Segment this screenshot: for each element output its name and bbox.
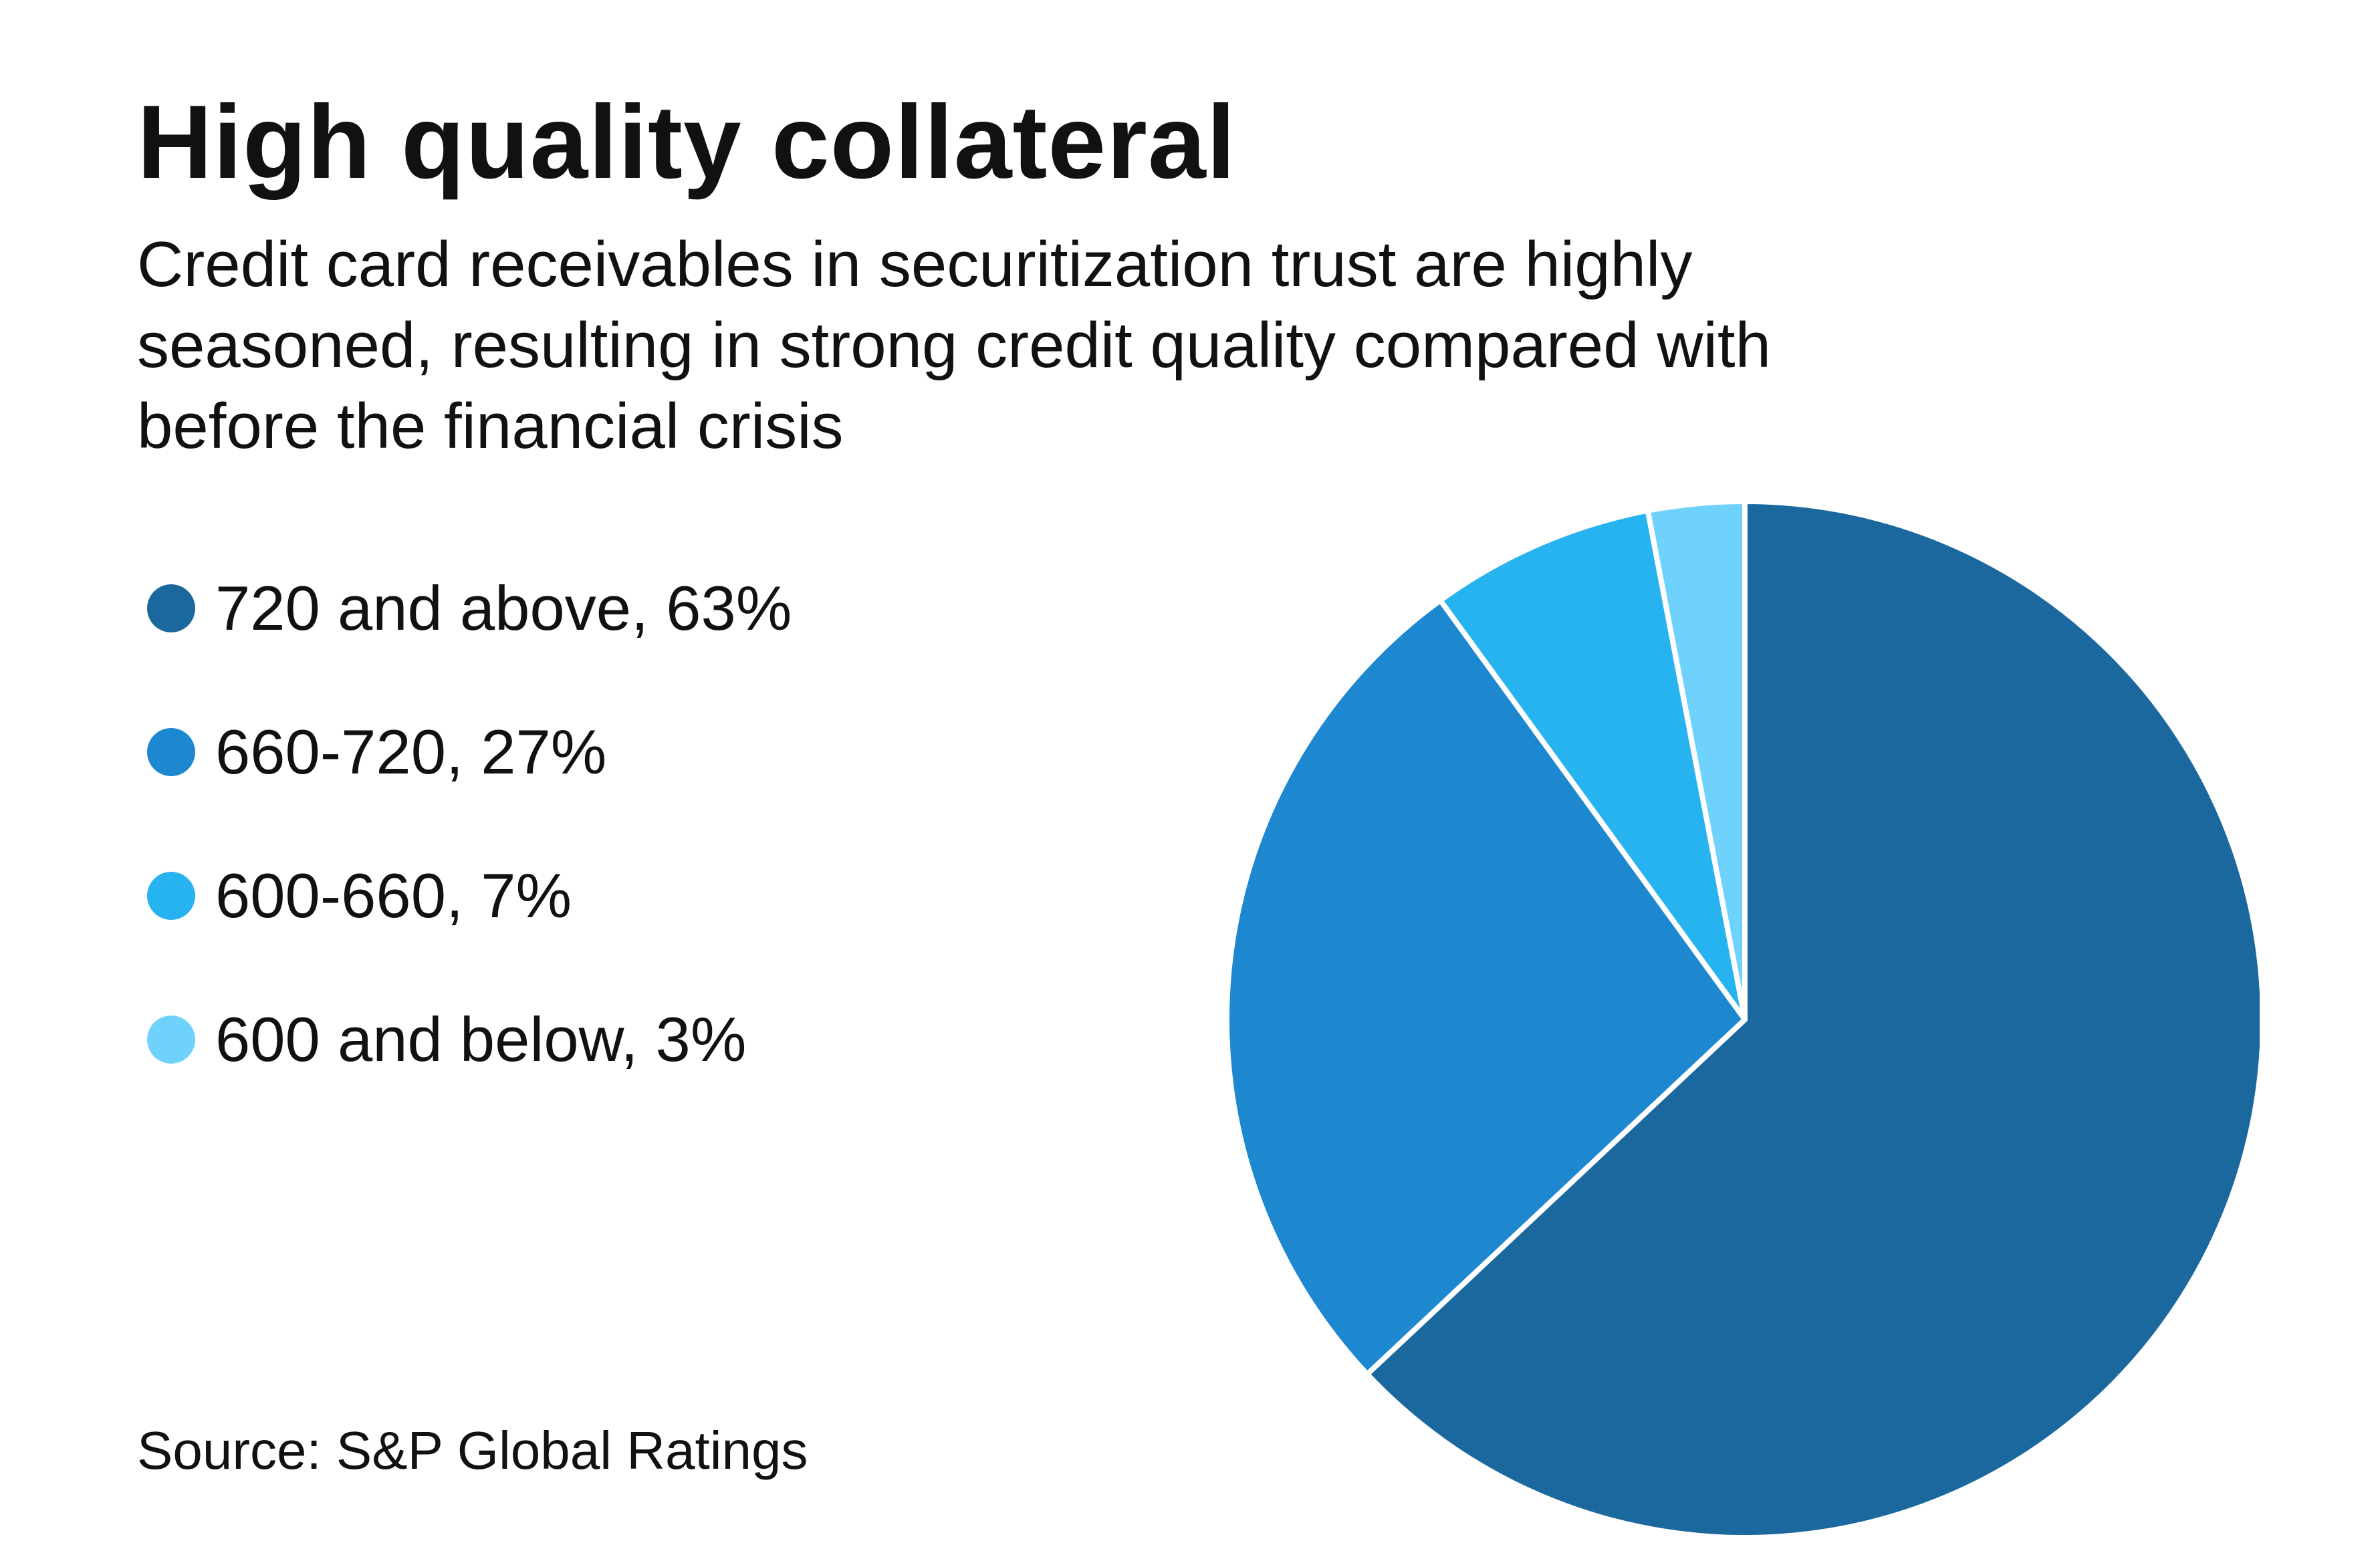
legend-item-720-and-above: 720 and above, 63% bbox=[147, 568, 792, 648]
pie-slice-600-660 bbox=[1437, 507, 1748, 1022]
legend-swatch-660-720 bbox=[147, 728, 195, 776]
legend-label-720-and-above: 720 and above, 63% bbox=[215, 573, 792, 643]
pie-slice-660-720 bbox=[1224, 598, 1748, 1377]
chart-title: High quality collateral bbox=[137, 84, 1237, 201]
legend-swatch-600-and-below bbox=[147, 1016, 195, 1064]
legend-label-600-and-below: 600 and below, 3% bbox=[215, 1004, 747, 1074]
legend-item-600-660: 600-660, 7% bbox=[147, 856, 572, 936]
legend-item-660-720: 660-720, 27% bbox=[147, 712, 606, 792]
pie-chart bbox=[1224, 499, 2260, 1540]
legend-swatch-720-and-above bbox=[147, 584, 195, 632]
chart-source: Source: S&P Global Ratings bbox=[137, 1421, 808, 1480]
legend-item-600-and-below: 600 and below, 3% bbox=[147, 999, 746, 1080]
legend-swatch-600-660 bbox=[147, 872, 195, 920]
legend-label-600-660: 600-660, 7% bbox=[215, 860, 572, 931]
legend-label-660-720: 660-720, 27% bbox=[215, 717, 607, 787]
pie-slice-720-and-above bbox=[1364, 499, 2260, 1540]
pie-slice-600-and-below bbox=[1645, 499, 1748, 1022]
chart-subtitle: Credit card receivables in securitizatio… bbox=[137, 229, 1771, 462]
